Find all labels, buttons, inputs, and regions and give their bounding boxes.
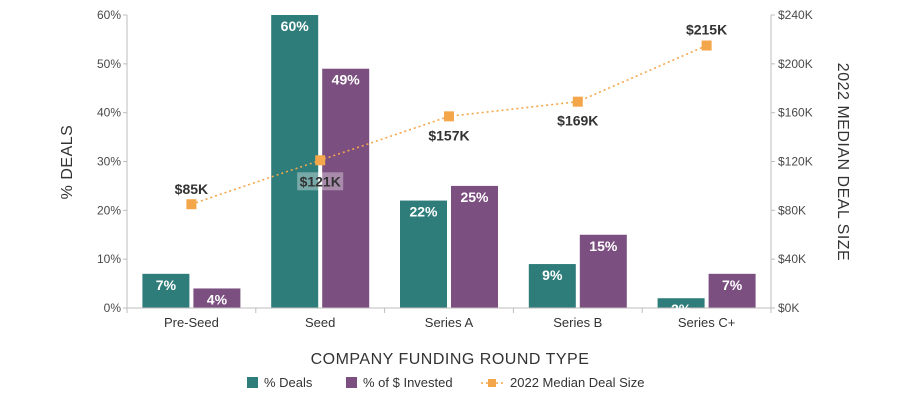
bar-invested <box>451 185 498 308</box>
y2-tick-label: $240K <box>778 8 813 22</box>
bar-value-label: 7% <box>722 277 743 293</box>
bar-value-label: 7% <box>156 277 177 293</box>
y2-axis-title: 2022 MEDIAN DEAL SIZE <box>834 63 851 261</box>
y-tick-label: 10% <box>97 252 121 266</box>
y2-tick-label: $200K <box>778 57 813 71</box>
bar-value-label: 22% <box>409 204 438 220</box>
y-axis-title: % DEALS <box>59 125 76 200</box>
median-deal-size-line <box>191 44 707 205</box>
line-value-label: $215K <box>686 22 727 38</box>
bar-invested <box>193 288 241 308</box>
legend-label: % of $ Invested <box>363 375 453 390</box>
x-axis-title: COMPANY FUNDING ROUND TYPE <box>311 351 590 368</box>
y2-tick-label: $80K <box>778 203 806 217</box>
line-value-label: $85K <box>175 181 208 197</box>
bar-deals <box>400 200 447 308</box>
bar-deals <box>657 298 705 308</box>
median-deal-size-marker <box>186 199 197 210</box>
bar-invested <box>708 273 756 308</box>
legend-swatch <box>346 377 357 388</box>
bar-invested <box>579 234 627 308</box>
y2-tick-label: $0K <box>778 301 799 315</box>
median-deal-size-marker <box>701 40 712 51</box>
legend-marker <box>488 379 496 387</box>
bar-value-label: 9% <box>542 267 563 283</box>
x-tick-label: Series A <box>425 315 474 330</box>
y-tick-label: 60% <box>97 8 121 22</box>
line-value-label: $157K <box>428 127 469 143</box>
median-deal-size-marker <box>444 111 454 122</box>
median-deal-size-marker <box>315 155 326 166</box>
bar-value-label: 60% <box>281 18 310 34</box>
line-value-label: $169K <box>557 113 598 129</box>
legend-swatch <box>247 377 258 388</box>
bar-value-label: 25% <box>460 189 489 205</box>
bar-invested <box>322 68 370 308</box>
x-tick-label: Series C+ <box>678 315 735 330</box>
median-deal-size-marker <box>572 96 583 107</box>
x-tick-label: Series B <box>553 315 602 330</box>
y-tick-label: 30% <box>97 155 121 169</box>
bar-value-label: 49% <box>332 72 361 88</box>
legend-label: 2022 Median Deal Size <box>510 375 644 390</box>
x-tick-label: Pre-Seed <box>164 315 219 330</box>
line-label-bg <box>297 172 344 191</box>
bar-value-label: 4% <box>207 291 228 307</box>
bar-value-label: 2% <box>671 301 692 317</box>
legend-label: % Deals <box>264 375 313 390</box>
y-tick-label: 50% <box>97 57 121 71</box>
y-tick-label: 0% <box>104 301 122 315</box>
y2-tick-label: $40K <box>778 252 806 266</box>
y2-tick-label: $160K <box>778 106 813 120</box>
y-tick-label: 20% <box>97 203 121 217</box>
bar-deals <box>528 264 576 308</box>
bar-value-label: 15% <box>589 238 618 254</box>
line-value-label: $121K <box>300 173 341 189</box>
bar-deals <box>271 15 319 308</box>
x-tick-label: Seed <box>305 315 335 330</box>
y2-tick-label: $120K <box>778 155 813 169</box>
bar-deals <box>142 273 190 308</box>
y-tick-label: 40% <box>97 106 121 120</box>
